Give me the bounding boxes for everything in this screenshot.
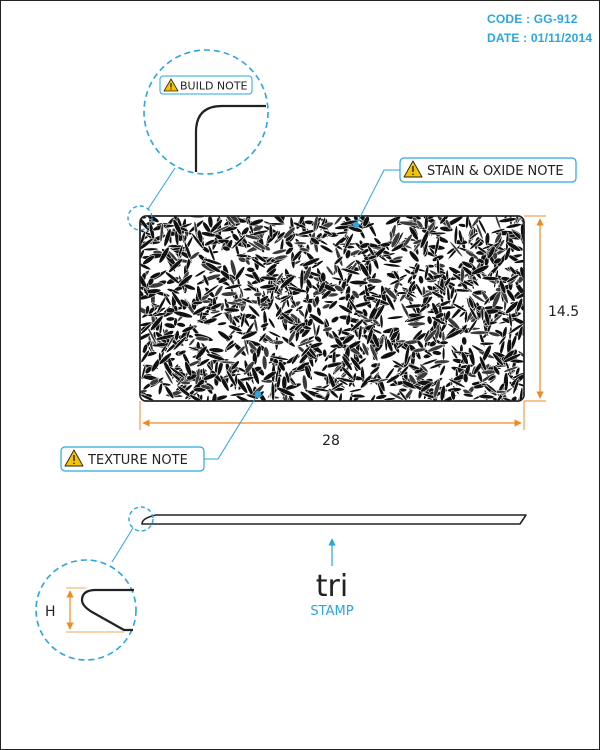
code-label: CODE	[487, 12, 523, 26]
stamp-label: STAMP	[310, 604, 353, 619]
length-dimension: 28	[139, 401, 525, 449]
stamp-logo: tri	[316, 569, 348, 604]
date-value: 01/11/2014	[530, 31, 593, 45]
build-note-callout: BUILD NOTE	[127, 49, 269, 231]
texture-note-label: TEXTURE NOTE	[87, 453, 188, 468]
width-dimension: 14.5	[524, 215, 579, 402]
code-value: GG-912	[533, 12, 578, 26]
warning-triangle-icon	[403, 160, 423, 178]
length-value: 28	[322, 433, 340, 449]
slab-top-view	[139, 215, 525, 402]
width-value: 14.5	[548, 304, 579, 320]
warning-triangle-icon	[163, 78, 179, 92]
date-line: DATE : 01/11/2014	[487, 31, 593, 45]
slab-texture-pattern	[140, 216, 524, 401]
build-note-label: BUILD NOTE	[180, 80, 248, 93]
stain-oxide-note: STAIN & OXIDE NOTE	[352, 157, 577, 229]
slab-side-view	[111, 506, 527, 563]
code-line: CODE : GG-912	[487, 12, 578, 26]
stain-oxide-note-label: STAIN & OXIDE NOTE	[427, 164, 564, 179]
warning-triangle-icon	[64, 449, 84, 467]
texture-note: TEXTURE NOTE	[60, 390, 262, 472]
stamp-marker: tri STAMP	[310, 538, 354, 619]
height-value: H	[45, 604, 56, 620]
edge-detail-callout: H	[35, 559, 137, 661]
date-label: DATE	[487, 31, 520, 45]
